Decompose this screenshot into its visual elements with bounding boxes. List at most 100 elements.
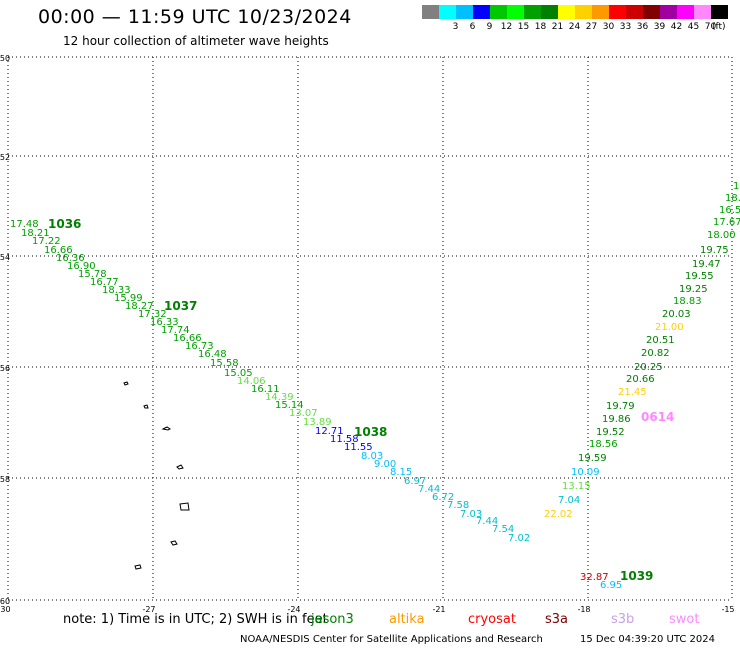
pass-number-label: 1037 xyxy=(164,299,197,313)
wave-height-value: 19.59 xyxy=(578,453,607,464)
wave-height-value: 9.00 xyxy=(374,459,396,470)
wave-height-value: 17.22 xyxy=(32,236,61,247)
wave-height-value: 16.48 xyxy=(198,349,227,360)
wave-height-value: 19.79 xyxy=(606,401,635,412)
colorbar-swatch xyxy=(422,5,439,19)
colorbar-swatch xyxy=(507,5,524,19)
wave-height-value: 17. xyxy=(733,181,740,192)
wave-height-value: 14.06 xyxy=(237,376,266,387)
latitude-tick-label: -50 xyxy=(0,54,10,63)
wave-height-value: 16.66 xyxy=(173,333,202,344)
page-title: 00:00 — 11:59 UTC 10/23/2024 xyxy=(38,6,352,28)
wave-height-value: 12.71 xyxy=(315,426,344,437)
wave-height-value: 18.21 xyxy=(21,228,50,239)
colorbar-tick-label: 30 xyxy=(602,22,615,32)
wave-height-value: 20.03 xyxy=(662,309,691,320)
colorbar-tick-label: 24 xyxy=(568,22,581,32)
wave-height-value: 17.67 xyxy=(713,217,740,228)
colorbar-tick-label: 12 xyxy=(500,22,513,32)
colorbar-swatch xyxy=(558,5,575,19)
wave-height-value: 7.02 xyxy=(508,533,530,544)
wave-height-value: 15.05 xyxy=(224,368,253,379)
wave-height-value: 16.77 xyxy=(90,277,119,288)
wave-height-value: 20.66 xyxy=(626,374,655,385)
wave-height-value: 8.03 xyxy=(361,451,383,462)
wave-height-value: 13.15 xyxy=(562,481,591,492)
pass-number-label: 1038 xyxy=(354,425,387,439)
wave-height-value: 13.89 xyxy=(303,417,332,428)
wave-height-value: 15.58 xyxy=(210,358,239,369)
footer-note: note: 1) Time is in UTC; 2) SWH is in fe… xyxy=(63,612,328,627)
wave-height-value: 16.11 xyxy=(251,384,280,395)
wave-height-value: 10.09 xyxy=(571,467,600,478)
island-outline xyxy=(170,540,178,546)
wave-height-value: 11.58 xyxy=(330,434,359,445)
longitude-tick-label: -30 xyxy=(0,605,11,614)
longitude-tick-label: -24 xyxy=(287,605,300,614)
colorbar-swatch xyxy=(711,5,728,19)
wave-height-value: 20.51 xyxy=(646,335,675,346)
wave-height-value: 16.36 xyxy=(56,253,85,264)
map-labels: -50 -52 -54 -56 -58 -60-30 -27 -24 -21 -18 -15 17.4… xyxy=(0,54,740,614)
island-outline xyxy=(143,404,149,409)
pass-number-label: 0614 xyxy=(641,410,674,424)
colorbar-tick-label: 70 xyxy=(704,22,717,32)
wave-height-value: 18.00 xyxy=(707,230,736,241)
colorbar-tick-label: 6 xyxy=(469,22,476,32)
colorbar-tick-label: 27 xyxy=(585,22,598,32)
wave-height-value: 16.5 xyxy=(719,205,740,216)
wave-height-value: 7.44 xyxy=(418,484,440,495)
wave-height-value: 7.04 xyxy=(558,495,580,506)
latitude-tick-label: -58 xyxy=(0,475,10,484)
colorbar-swatch xyxy=(609,5,626,19)
wave-height-value: 19.75 xyxy=(700,245,729,256)
wave-height-value: 13.07 xyxy=(289,408,318,419)
wave-height-value: 15.99 xyxy=(114,293,143,304)
wave-height-value: 18.56 xyxy=(589,439,618,450)
map-grid xyxy=(7,56,733,601)
wave-height-value: 15.14 xyxy=(275,400,304,411)
island-outlines xyxy=(123,381,190,570)
wave-height-value: 7.54 xyxy=(492,524,514,535)
colorbar-tick-label: 15 xyxy=(517,22,530,32)
pass-number-label: 1039 xyxy=(620,569,653,583)
wave-height-value: 19.86 xyxy=(602,414,631,425)
wave-height-value: 14.39 xyxy=(265,392,294,403)
latitude-tick-label: -60 xyxy=(0,597,10,606)
wave-height-value: 8.15 xyxy=(390,467,412,478)
wave-height-value: 18.27 xyxy=(125,301,154,312)
colorbar-swatch xyxy=(677,5,694,19)
wave-height-value: 6.72 xyxy=(432,492,454,503)
colorbar-tick-label: 42 xyxy=(670,22,683,32)
wave-height-value: 21.45 xyxy=(618,387,647,398)
wave-height-value: 17.74 xyxy=(161,325,190,336)
generated-timestamp: 15 Dec 04:39:20 UTC 2024 xyxy=(580,634,715,645)
longitude-tick-label: -18 xyxy=(577,605,590,614)
colorbar-swatch xyxy=(660,5,677,19)
wave-height-value: 20.82 xyxy=(641,348,670,359)
wave-height-value: 19.55 xyxy=(685,271,714,282)
footer-credit: NOAA/NESDIS Center for Satellite Applica… xyxy=(240,634,543,645)
wave-height-value: 19.52 xyxy=(596,427,625,438)
wave-height-value: 17.48 xyxy=(10,219,39,230)
mission-legend-item: s3a xyxy=(545,612,569,627)
wave-height-value: 19.47 xyxy=(692,259,721,270)
colorbar-tick-label: 45 xyxy=(687,22,700,32)
mission-legend-item: cryosat xyxy=(468,612,516,627)
colorbar-tick-label: 9 xyxy=(486,22,493,32)
colorbar-swatch xyxy=(524,5,541,19)
wave-height-value: 7.03 xyxy=(460,509,482,520)
wave-height-value: 11.55 xyxy=(344,442,373,453)
longitude-tick-label: -21 xyxy=(432,605,445,614)
colorbar-tick-label: 39 xyxy=(653,22,666,32)
island-outline xyxy=(176,464,184,470)
colorbar-tick-label: 36 xyxy=(636,22,649,32)
latitude-tick-label: -56 xyxy=(0,364,10,373)
colorbar-swatch xyxy=(490,5,507,19)
wave-height-value: 7.58 xyxy=(447,500,469,511)
wave-height-value: 15.78 xyxy=(78,269,107,280)
wave-height-value: 19.25 xyxy=(679,284,708,295)
colorbar-swatch xyxy=(473,5,490,19)
mission-legend-item: altika xyxy=(389,612,425,627)
latitude-tick-label: -52 xyxy=(0,153,10,162)
